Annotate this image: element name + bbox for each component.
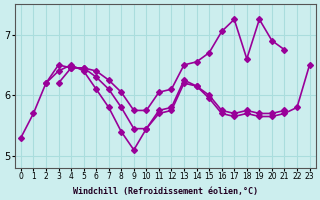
X-axis label: Windchill (Refroidissement éolien,°C): Windchill (Refroidissement éolien,°C) (73, 187, 258, 196)
